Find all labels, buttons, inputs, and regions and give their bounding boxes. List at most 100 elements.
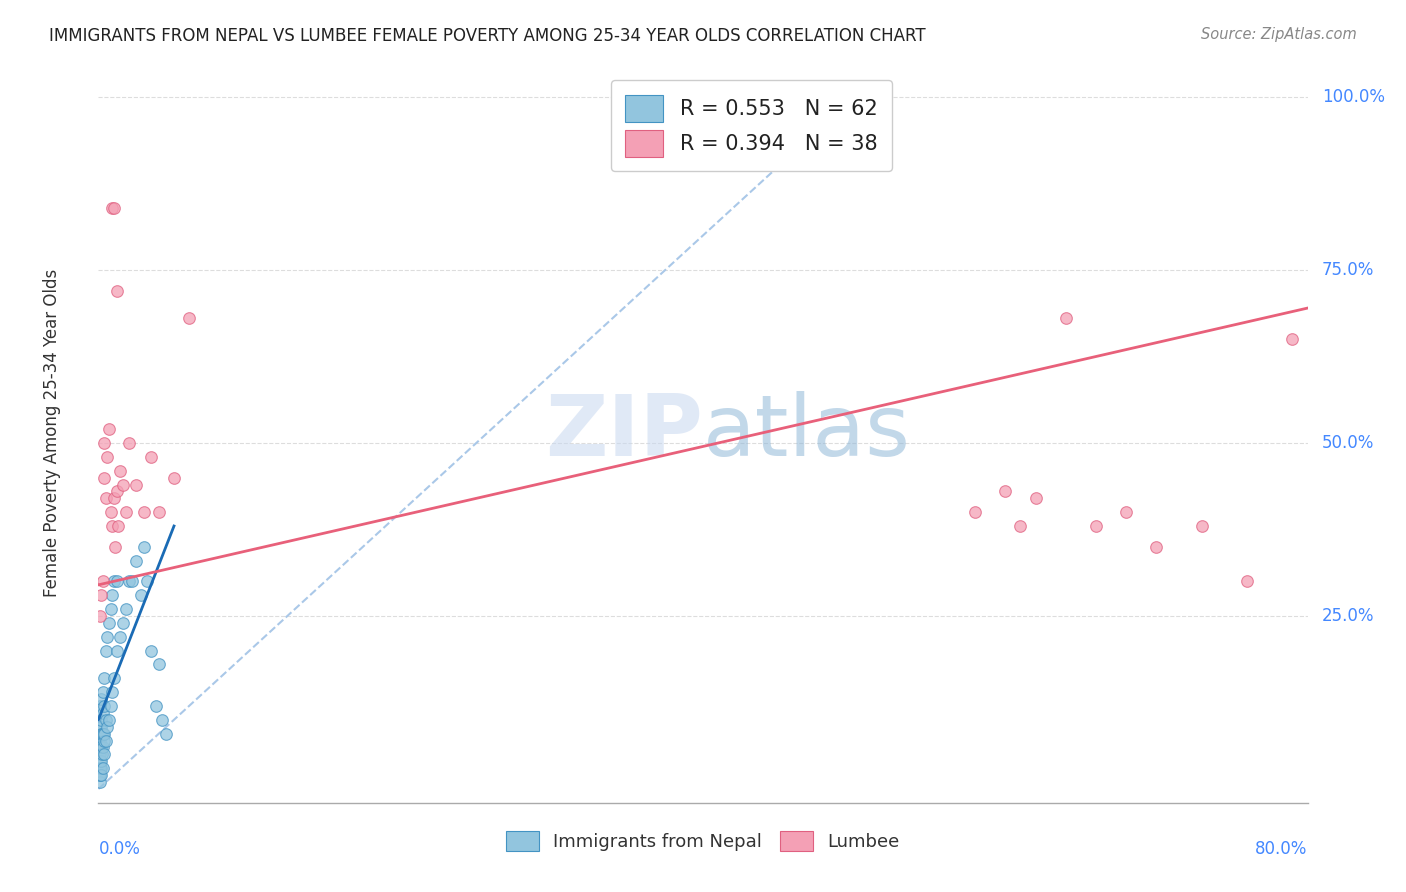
Point [103,671,125,685]
Point [89,747,111,762]
Point [118,574,141,589]
Text: Source: ZipAtlas.com: Source: ZipAtlas.com [1201,27,1357,42]
Point [89,768,111,782]
Text: 25.0%: 25.0% [1322,607,1375,625]
Point [89,747,111,762]
Point [93,726,115,740]
Point [90,720,112,734]
Text: 50.0%: 50.0% [1322,434,1375,452]
Point [155,726,177,740]
Point [90,768,112,782]
Point [1236,574,1258,589]
Point [98,615,121,630]
Point [994,484,1017,499]
Point [89,720,111,734]
Text: ZIP: ZIP [546,391,703,475]
Point [89,761,111,775]
Point [93,470,115,484]
Point [1085,519,1108,533]
Point [118,436,141,450]
Point [1054,311,1077,326]
Point [91,726,114,740]
Point [1281,332,1303,346]
Point [132,505,155,519]
Point [111,615,134,630]
Point [98,713,121,727]
Point [101,685,124,699]
Point [93,747,115,762]
Point [98,422,121,436]
Point [89,768,111,782]
Point [121,574,143,589]
Point [89,761,111,775]
Text: 0.0%: 0.0% [98,840,141,858]
Point [96,720,118,734]
Text: 75.0%: 75.0% [1322,261,1375,279]
Point [94,643,117,657]
Point [145,698,167,713]
Text: 80.0%: 80.0% [1256,840,1308,858]
Point [104,540,127,554]
Point [965,505,987,519]
Text: Female Poverty Among 25-34 Year Olds: Female Poverty Among 25-34 Year Olds [44,268,62,597]
Point [90,713,112,727]
Point [100,698,122,713]
Point [89,609,111,624]
Point [91,761,114,775]
Point [100,505,122,519]
Point [91,726,114,740]
Point [129,588,152,602]
Point [91,747,114,762]
Point [114,602,136,616]
Point [101,201,124,215]
Point [179,311,201,326]
Text: IMMIGRANTS FROM NEPAL VS LUMBEE FEMALE POVERTY AMONG 25-34 YEAR OLDS CORRELATION: IMMIGRANTS FROM NEPAL VS LUMBEE FEMALE P… [49,27,925,45]
Point [94,713,117,727]
Point [93,436,115,450]
Point [1010,519,1032,533]
Point [96,450,118,464]
Point [101,588,124,602]
Point [101,519,124,533]
Point [135,574,157,589]
Point [89,740,111,755]
Point [103,574,125,589]
Point [125,554,148,568]
Point [90,754,112,768]
Point [89,733,111,747]
Point [90,692,112,706]
Point [91,574,114,589]
Point [150,713,173,727]
Point [89,754,111,768]
Point [148,505,170,519]
Text: 100.0%: 100.0% [1322,88,1385,106]
Point [93,733,115,747]
Point [90,740,112,755]
Legend: Immigrants from Nepal, Lumbee: Immigrants from Nepal, Lumbee [498,822,908,861]
Point [90,726,112,740]
Point [105,643,128,657]
Point [103,201,125,215]
Point [108,464,131,478]
Point [96,630,118,644]
Point [94,733,117,747]
Point [91,685,114,699]
Point [141,450,163,464]
Point [89,775,111,789]
Point [1191,519,1213,533]
Point [1144,540,1167,554]
Point [111,477,134,491]
Point [105,574,128,589]
Point [91,706,114,720]
Point [125,477,148,491]
Point [93,698,115,713]
Point [141,643,163,657]
Point [114,505,136,519]
Point [103,491,125,506]
Point [1024,491,1046,506]
Point [1115,505,1137,519]
Point [108,630,131,644]
Point [107,519,129,533]
Point [90,761,112,775]
Text: atlas: atlas [703,391,911,475]
